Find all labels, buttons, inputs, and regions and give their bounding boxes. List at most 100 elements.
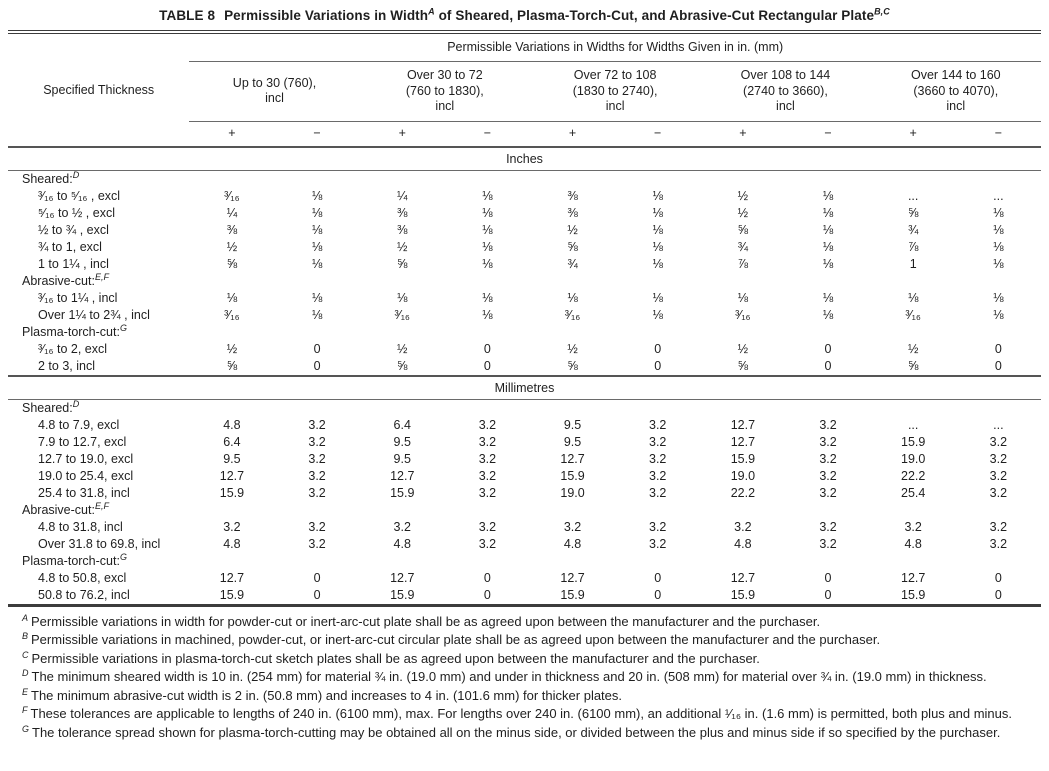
value-cell: ⅝ bbox=[567, 358, 578, 373]
value-cell: ⅛ bbox=[993, 290, 1004, 305]
footnote-letter: A bbox=[22, 612, 29, 623]
thickness-label: 25.4 to 31.8, incl bbox=[38, 485, 130, 500]
data-row: ³⁄₁₆ to 2, excl ½ 0 ½ 0 ½ 0 ½ 0 ½ 0 bbox=[8, 341, 1041, 358]
table-title-text: Permissible Variations in Width bbox=[224, 8, 429, 23]
value-cell: 3.2 bbox=[308, 485, 326, 500]
value-cell: 0 bbox=[313, 587, 321, 602]
footnote-text: Permissible variations in plasma-torch-c… bbox=[31, 650, 760, 666]
value-cell: 12.7 bbox=[219, 468, 245, 483]
value-cell: ... bbox=[993, 188, 1004, 203]
data-row: 4.8 to 31.8, incl 3.2 3.2 3.2 3.2 3.2 3.2 3.2 3.… bbox=[8, 519, 1041, 536]
thickness-label: 12.7 to 19.0, excl bbox=[38, 451, 134, 466]
value-cell: ⅛ bbox=[311, 222, 323, 237]
value-cell: ... bbox=[993, 417, 1004, 432]
value-cell: 0 bbox=[824, 358, 832, 373]
value-cell: ¼ bbox=[226, 205, 238, 220]
value-cell: 0 bbox=[483, 358, 491, 373]
value-cell: 0 bbox=[994, 341, 1002, 356]
value-cell: ⅛ bbox=[482, 256, 493, 271]
thickness-label: ³⁄₁₆ to 1¼ , incl bbox=[38, 290, 118, 305]
value-cell: ¼ bbox=[397, 188, 408, 203]
value-cell: 12.7 bbox=[390, 570, 415, 585]
value-cell: ½ bbox=[567, 341, 578, 356]
data-row: 25.4 to 31.8, incl 15.9 3.2 15.9 3.2 19.0 3.2 2… bbox=[8, 485, 1041, 502]
value-cell: ½ bbox=[907, 341, 919, 356]
value-cell: ⅝ bbox=[737, 222, 749, 237]
section-label-inches: Inches bbox=[8, 145, 1041, 171]
value-cell: 6.4 bbox=[393, 417, 411, 432]
column-group-144-to-160: Over 144 to 160 (3660 to 4070), incl bbox=[870, 61, 1041, 122]
value-cell: ⅛ bbox=[311, 307, 323, 322]
minus-column-header: − bbox=[824, 125, 832, 140]
value-cell: ³⁄₁₆ bbox=[735, 307, 751, 322]
data-row: Over 1¼ to 2¾ , incl ³⁄₁₆ ⅛ ³⁄₁₆ ⅛ ³⁄₁₆ ⅛ ³⁄₁₆ ⅛… bbox=[8, 307, 1041, 324]
plus-column-header: + bbox=[568, 125, 577, 140]
value-cell: 3.2 bbox=[308, 434, 326, 449]
value-cell: 4.8 bbox=[734, 536, 752, 551]
value-cell: 15.9 bbox=[390, 587, 415, 602]
value-cell: 3.2 bbox=[989, 536, 1008, 551]
footnote-g: G The tolerance spread shown for plasma-t… bbox=[10, 724, 1039, 743]
thickness-label: Over 31.8 to 69.8, incl bbox=[38, 536, 161, 551]
data-row: ¾ to 1, excl ½ ⅛ ½ ⅛ ⅝ ⅛ ¾ ⅛ ⅞ ⅛ bbox=[8, 239, 1041, 256]
value-cell: 0 bbox=[483, 587, 491, 602]
category-label-text: Abrasive-cut: bbox=[22, 273, 95, 288]
category-row: Abrasive-cut:E,F bbox=[8, 502, 1041, 519]
value-cell: ⅝ bbox=[907, 205, 919, 220]
value-cell: ⅝ bbox=[397, 358, 408, 373]
value-cell: ³⁄₁₆ bbox=[564, 307, 581, 322]
value-cell: ⅛ bbox=[907, 290, 919, 305]
plus-minus-header-row: + − + − + − + − + − bbox=[8, 121, 1041, 147]
value-cell: 3.2 bbox=[478, 417, 497, 432]
value-cell: ½ bbox=[397, 341, 408, 356]
value-cell: 15.9 bbox=[560, 468, 585, 483]
footnote-f: F These tolerances are applicable to leng… bbox=[10, 705, 1039, 724]
footnote-letter: B bbox=[22, 631, 29, 642]
value-cell: 3.2 bbox=[649, 485, 667, 500]
plus-column-header: + bbox=[909, 125, 917, 140]
footnote-letter: G bbox=[22, 723, 30, 734]
value-cell: ⅛ bbox=[822, 256, 834, 271]
footnote-text: The minimum sheared width is 10 in. (254… bbox=[31, 669, 987, 685]
value-cell: ⅜ bbox=[567, 205, 578, 220]
inches-section: Inches Sheared:D ³⁄₁₆ to ⁵⁄₁₆ , excl ³⁄₁₆ ⅛… bbox=[8, 145, 1041, 376]
millimetres-section: Millimetres Sheared:D 4.8 to 7.9, excl 4.8… bbox=[8, 374, 1041, 606]
data-row: 2 to 3, incl ⅝ 0 ⅝ 0 ⅝ 0 ⅝ 0 ⅝ 0 bbox=[8, 358, 1041, 376]
value-cell: ⅛ bbox=[822, 222, 834, 237]
category-label: Plasma-torch-cut:G bbox=[8, 553, 1041, 570]
minus-column-header: − bbox=[483, 125, 492, 140]
value-cell: ⅜ bbox=[397, 205, 408, 220]
thickness-label: ³⁄₁₆ to ⁵⁄₁₆ , excl bbox=[38, 188, 121, 203]
footnote-ref: E,F bbox=[94, 272, 109, 282]
value-cell: 22.2 bbox=[901, 468, 926, 483]
value-cell: ⅝ bbox=[226, 358, 238, 373]
value-cell: ⅛ bbox=[311, 256, 323, 271]
footnote-ref-a: A bbox=[428, 6, 435, 17]
plus-column-header: + bbox=[739, 125, 747, 140]
value-cell: 3.2 bbox=[478, 468, 497, 483]
value-cell: 4.8 bbox=[563, 536, 582, 551]
value-cell: 3.2 bbox=[308, 468, 326, 483]
value-cell: 25.4 bbox=[901, 485, 926, 500]
category-row: Plasma-torch-cut:G bbox=[8, 553, 1041, 570]
thickness-label: ⁵⁄₁₆ to ½ , excl bbox=[38, 205, 115, 220]
value-cell: ³⁄₁₆ bbox=[394, 307, 410, 322]
value-cell: ⅛ bbox=[652, 307, 663, 322]
column-group-30-to-72: Over 30 to 72 (760 to 1830), incl bbox=[359, 61, 530, 122]
value-cell: ⅞ bbox=[737, 256, 749, 271]
value-cell: ⅛ bbox=[311, 205, 323, 220]
value-cell: ½ bbox=[737, 341, 749, 356]
value-cell: 3.2 bbox=[308, 519, 326, 534]
value-cell: 3.2 bbox=[649, 451, 667, 466]
value-cell: ⅛ bbox=[993, 256, 1004, 271]
value-cell: ⅛ bbox=[652, 205, 663, 220]
category-label-text: Sheared: bbox=[22, 400, 73, 415]
minus-column-header: − bbox=[654, 125, 662, 140]
value-cell: 1 bbox=[909, 256, 917, 271]
value-cell: 0 bbox=[313, 341, 321, 356]
value-cell: 3.2 bbox=[308, 536, 326, 551]
value-cell: ⅛ bbox=[737, 290, 749, 305]
value-cell: 3.2 bbox=[819, 451, 837, 466]
footnote-ref: G bbox=[119, 552, 127, 562]
value-cell: ¾ bbox=[907, 222, 919, 237]
